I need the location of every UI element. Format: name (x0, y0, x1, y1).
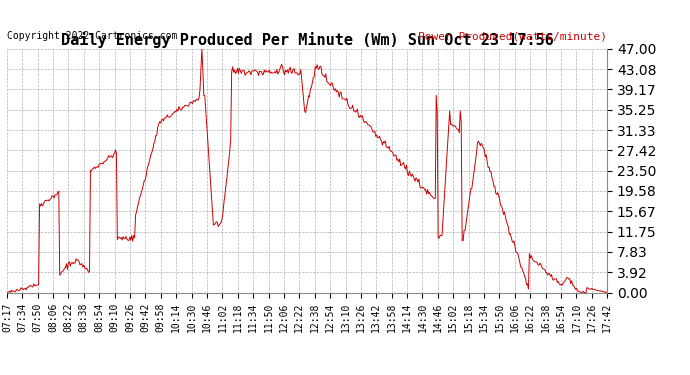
Title: Daily Energy Produced Per Minute (Wm) Sun Oct 23 17:56: Daily Energy Produced Per Minute (Wm) Su… (61, 32, 553, 48)
Text: Copyright 2022 Cartronics.com: Copyright 2022 Cartronics.com (7, 32, 177, 41)
Text: Power Produced(watts/minute): Power Produced(watts/minute) (418, 32, 607, 41)
